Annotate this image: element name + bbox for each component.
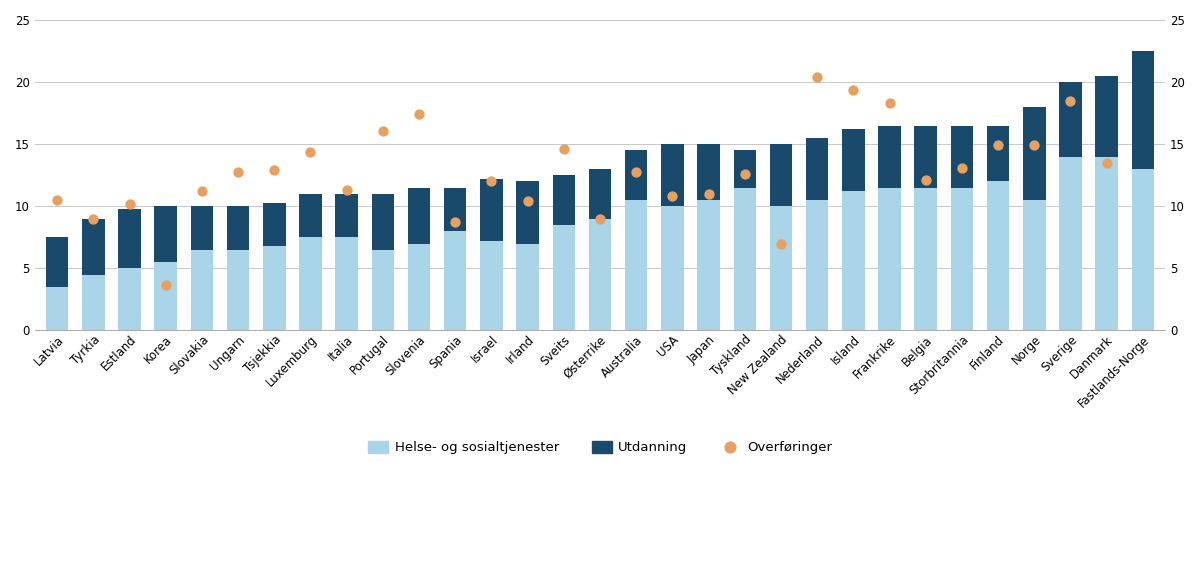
Bar (878, 187, 901, 331)
Point (337, 186, 356, 195)
Bar (444, 231, 467, 331)
Point (808, 73, 827, 82)
Bar (661, 206, 684, 331)
Bar (227, 206, 250, 250)
Point (554, 145, 574, 154)
Bar (46, 287, 68, 331)
Bar (589, 219, 611, 331)
Bar (914, 126, 937, 187)
Point (698, 189, 718, 198)
Bar (263, 203, 286, 246)
Bar (733, 187, 756, 331)
Point (916, 176, 935, 185)
Point (772, 239, 791, 248)
Bar (697, 144, 720, 200)
Point (953, 163, 972, 172)
Point (301, 147, 320, 156)
Bar (769, 144, 792, 206)
Bar (155, 206, 176, 262)
Point (590, 214, 610, 223)
Bar (697, 200, 720, 331)
Bar (372, 250, 394, 331)
Bar (299, 194, 322, 237)
Legend: Helse- og sosialtjenester, Utdanning, Overføringer: Helse- og sosialtjenester, Utdanning, Ov… (368, 441, 832, 454)
Bar (950, 126, 973, 187)
Bar (842, 130, 864, 191)
Point (156, 280, 175, 289)
Bar (408, 187, 431, 244)
Bar (480, 241, 503, 331)
Bar (336, 194, 358, 237)
Bar (625, 151, 648, 200)
Bar (155, 262, 176, 331)
Bar (1024, 200, 1045, 331)
Bar (769, 206, 792, 331)
Point (662, 192, 682, 201)
Bar (516, 244, 539, 331)
Point (518, 197, 538, 206)
Bar (444, 187, 467, 231)
Point (373, 126, 392, 135)
Bar (82, 274, 104, 331)
Bar (806, 200, 828, 331)
Bar (1060, 82, 1081, 157)
Bar (336, 237, 358, 331)
Point (844, 85, 863, 94)
Point (482, 177, 502, 186)
Bar (661, 144, 684, 206)
Bar (878, 126, 901, 187)
Bar (1132, 169, 1154, 331)
Point (626, 167, 646, 176)
Bar (914, 187, 937, 331)
Bar (1132, 51, 1154, 169)
Point (120, 199, 139, 208)
Bar (589, 169, 611, 219)
Bar (227, 250, 250, 331)
Point (736, 169, 755, 178)
Point (445, 218, 464, 227)
Point (989, 141, 1008, 150)
Point (1061, 96, 1080, 105)
Point (409, 110, 428, 119)
Point (1025, 141, 1044, 150)
Bar (46, 237, 68, 287)
Point (192, 187, 211, 196)
Bar (552, 225, 575, 331)
Bar (408, 244, 431, 331)
Bar (733, 151, 756, 187)
Bar (516, 181, 539, 244)
Bar (82, 219, 104, 274)
Bar (1060, 157, 1081, 331)
Bar (986, 181, 1009, 331)
Bar (372, 194, 394, 250)
Bar (1096, 157, 1118, 331)
Point (84, 214, 103, 223)
Bar (299, 237, 322, 331)
Point (228, 167, 247, 176)
Bar (480, 179, 503, 241)
Bar (842, 191, 864, 331)
Bar (1096, 76, 1118, 157)
Bar (191, 250, 214, 331)
Bar (263, 246, 286, 331)
Bar (986, 126, 1009, 181)
Bar (806, 138, 828, 200)
Point (880, 99, 899, 108)
Point (265, 166, 284, 175)
Bar (191, 206, 214, 250)
Point (48, 195, 67, 204)
Point (1097, 158, 1116, 168)
Bar (119, 268, 140, 331)
Bar (950, 187, 973, 331)
Bar (119, 209, 140, 268)
Bar (1024, 107, 1045, 200)
Bar (552, 176, 575, 225)
Bar (625, 200, 648, 331)
